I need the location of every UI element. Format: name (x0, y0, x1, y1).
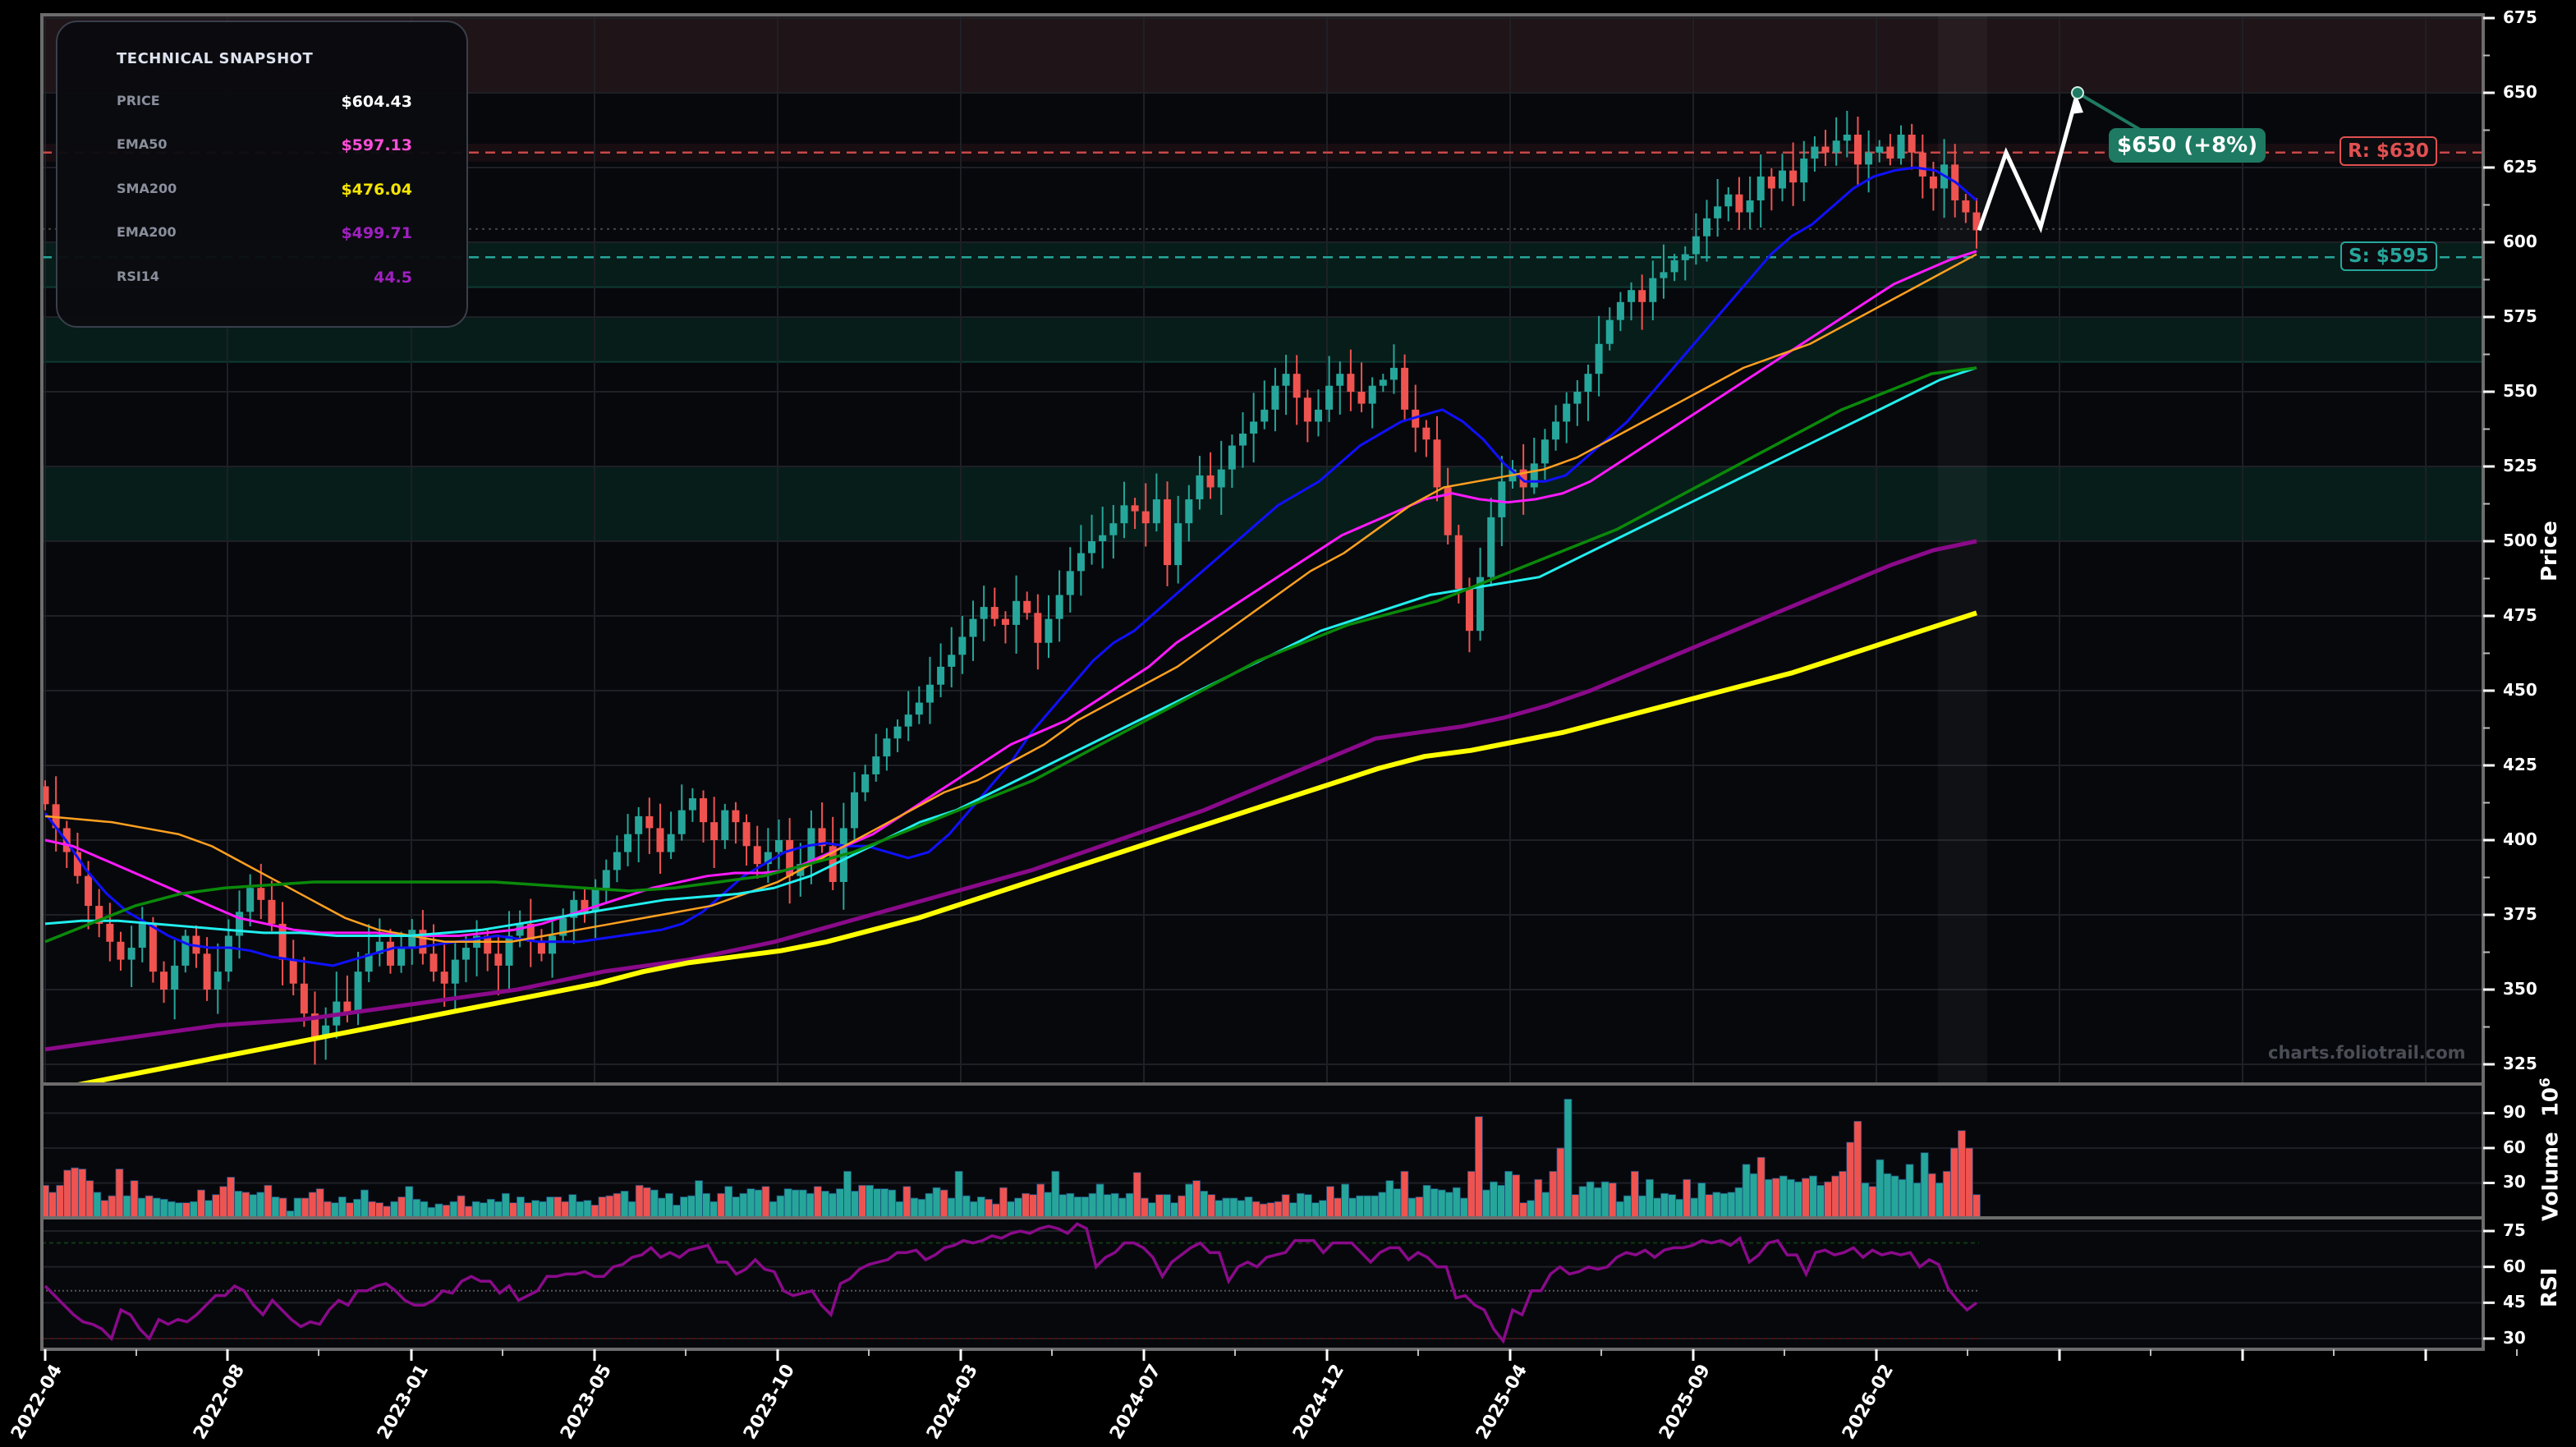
technical-snapshot-panel: TECHNICAL SNAPSHOT PRICE $604.43 EMA50 $… (56, 21, 468, 328)
snapshot-title: TECHNICAL SNAPSHOT (117, 50, 314, 67)
target-marker (2071, 86, 2084, 99)
y-tick-label: 325 (2503, 1054, 2537, 1073)
support-zone (42, 466, 2483, 541)
sma200-line (44, 610, 1977, 1094)
resistance-label: R: $630 (2340, 136, 2437, 166)
volume-panel (41, 1084, 2483, 1219)
ema200-line (44, 539, 1977, 1052)
snapshot-row-rsi14: RSI14 44.5 (117, 269, 412, 293)
y-tick-label: 350 (2503, 979, 2537, 999)
y-tick-label: 550 (2503, 381, 2537, 401)
y-tick-label: 575 (2503, 306, 2537, 326)
y-tick-label: 375 (2503, 904, 2537, 924)
y-tick-label: 450 (2503, 680, 2537, 700)
y-tick-label: 475 (2503, 605, 2537, 625)
volume-axis-exp: 6 (2537, 1077, 2554, 1087)
rsi-panel (42, 1218, 2483, 1349)
snapshot-row-ema200: EMA200 $499.71 (117, 224, 412, 249)
y-tick-label: 90 (2503, 1102, 2526, 1123)
support-label: S: $595 (2340, 241, 2437, 271)
volume-axis-base: 10 (2538, 1086, 2564, 1118)
y-tick-label: 60 (2503, 1137, 2526, 1157)
y-tick-label: 75 (2503, 1220, 2526, 1240)
y-tick-label: 425 (2503, 755, 2537, 774)
y-tick-label: 600 (2503, 232, 2537, 251)
axes (40, 13, 2518, 1361)
snapshot-value: $476.04 (341, 181, 412, 199)
ema50-line (44, 250, 1977, 937)
volume-axis-text: Volume (2538, 1132, 2564, 1221)
y-tick-label: 625 (2503, 157, 2537, 177)
snapshot-value: 44.5 (374, 269, 412, 287)
rsi-axis-label: RSI (2537, 1267, 2562, 1307)
ema100-line (44, 366, 1977, 937)
y-tick-label: 500 (2503, 531, 2537, 550)
y-tick-label: 675 (2503, 7, 2537, 27)
snapshot-label: PRICE (117, 93, 160, 108)
snapshot-row-ema50: EMA50 $597.13 (117, 136, 412, 161)
y-tick-label: 30 (2503, 1172, 2526, 1192)
snapshot-value: $604.43 (341, 93, 412, 111)
sma100-line (44, 366, 1977, 944)
y-tick-label: 525 (2503, 456, 2537, 475)
forecast-path (1977, 92, 2080, 234)
y-tick-label: 30 (2503, 1328, 2526, 1348)
sma50-line (44, 253, 1977, 944)
snapshot-row-sma200: SMA200 $476.04 (117, 181, 412, 205)
snapshot-label: RSI14 (117, 269, 160, 284)
y-tick-label: 650 (2503, 82, 2537, 102)
price-target-label: $650 (+8%) (2109, 128, 2266, 163)
snapshot-label: SMA200 (117, 181, 177, 196)
snapshot-label: EMA50 (117, 136, 168, 152)
volume-axis-label: Volume 106 (2537, 1077, 2564, 1221)
watermark: charts.foliotrail.com (2268, 1043, 2466, 1063)
snapshot-label: EMA200 (117, 224, 177, 240)
price-axis-label: Price (2537, 521, 2562, 581)
snapshot-row-price: PRICE $604.43 (117, 93, 412, 117)
y-tick-label: 60 (2503, 1256, 2526, 1276)
snapshot-value: $597.13 (341, 136, 412, 154)
snapshot-value: $499.71 (341, 224, 412, 242)
y-tick-label: 400 (2503, 829, 2537, 849)
y-tick-label: 45 (2503, 1292, 2526, 1312)
rsi-line (44, 1222, 1978, 1344)
